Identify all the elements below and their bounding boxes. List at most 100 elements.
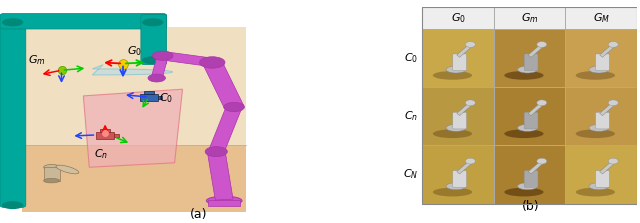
Polygon shape — [203, 61, 244, 109]
Ellipse shape — [537, 100, 547, 106]
Ellipse shape — [589, 183, 609, 190]
Polygon shape — [457, 103, 471, 116]
Ellipse shape — [537, 158, 547, 164]
Polygon shape — [22, 27, 246, 145]
Text: $G_0$: $G_0$ — [451, 11, 466, 25]
Ellipse shape — [576, 188, 615, 196]
Text: (a): (a) — [189, 208, 207, 221]
Polygon shape — [528, 162, 543, 174]
Polygon shape — [207, 151, 233, 200]
FancyBboxPatch shape — [452, 54, 467, 71]
Ellipse shape — [504, 129, 543, 138]
Ellipse shape — [224, 102, 244, 112]
Ellipse shape — [446, 66, 466, 73]
Ellipse shape — [433, 129, 472, 138]
Bar — [422, 145, 494, 204]
Text: $G_M$: $G_M$ — [593, 11, 610, 25]
FancyBboxPatch shape — [524, 54, 538, 71]
Ellipse shape — [504, 188, 543, 196]
Polygon shape — [457, 45, 471, 57]
Ellipse shape — [518, 183, 538, 190]
Bar — [97, 132, 114, 139]
Ellipse shape — [433, 71, 472, 80]
Ellipse shape — [200, 57, 225, 68]
Ellipse shape — [576, 71, 615, 80]
Ellipse shape — [465, 41, 476, 47]
Ellipse shape — [608, 100, 618, 106]
Bar — [565, 87, 637, 145]
Text: $C_0$: $C_0$ — [404, 51, 418, 65]
Polygon shape — [600, 103, 614, 116]
Ellipse shape — [152, 51, 173, 60]
FancyBboxPatch shape — [596, 54, 609, 71]
Polygon shape — [600, 45, 614, 57]
FancyBboxPatch shape — [141, 14, 166, 65]
Bar — [114, 134, 118, 137]
Ellipse shape — [518, 66, 538, 73]
Ellipse shape — [446, 124, 466, 131]
FancyBboxPatch shape — [0, 16, 26, 207]
FancyBboxPatch shape — [452, 112, 467, 129]
Ellipse shape — [518, 124, 538, 131]
Ellipse shape — [537, 41, 547, 47]
Ellipse shape — [56, 165, 79, 174]
Text: $G_m$: $G_m$ — [28, 53, 45, 67]
Polygon shape — [83, 89, 182, 167]
Bar — [422, 87, 494, 145]
Polygon shape — [22, 145, 246, 212]
FancyBboxPatch shape — [596, 171, 609, 187]
Ellipse shape — [44, 178, 60, 183]
Polygon shape — [209, 106, 242, 153]
Polygon shape — [528, 45, 543, 57]
Ellipse shape — [589, 66, 609, 73]
Ellipse shape — [608, 158, 618, 164]
Bar — [157, 96, 163, 99]
Ellipse shape — [589, 124, 609, 131]
Polygon shape — [457, 162, 471, 174]
Bar — [144, 91, 154, 94]
Polygon shape — [528, 103, 543, 116]
Ellipse shape — [608, 41, 618, 47]
Ellipse shape — [206, 196, 242, 205]
Ellipse shape — [2, 18, 24, 26]
Ellipse shape — [205, 147, 227, 157]
Ellipse shape — [465, 158, 476, 164]
Bar — [494, 87, 565, 145]
Bar — [422, 29, 494, 87]
Text: $C_n$: $C_n$ — [94, 147, 108, 161]
FancyBboxPatch shape — [524, 112, 538, 129]
Ellipse shape — [142, 18, 163, 26]
FancyBboxPatch shape — [596, 112, 609, 129]
Ellipse shape — [504, 71, 543, 80]
Ellipse shape — [465, 100, 476, 106]
Ellipse shape — [142, 56, 163, 64]
Bar — [44, 167, 60, 181]
Text: $C_0$: $C_0$ — [159, 91, 173, 105]
Bar — [100, 129, 110, 132]
FancyBboxPatch shape — [0, 13, 166, 29]
Ellipse shape — [433, 188, 472, 196]
Bar — [422, 7, 637, 29]
Ellipse shape — [576, 129, 615, 138]
Ellipse shape — [2, 201, 24, 209]
FancyBboxPatch shape — [524, 171, 538, 187]
Bar — [140, 94, 157, 101]
Text: $G_0$: $G_0$ — [127, 44, 142, 58]
Ellipse shape — [446, 183, 466, 190]
Polygon shape — [92, 65, 173, 75]
FancyBboxPatch shape — [452, 171, 467, 187]
Ellipse shape — [148, 74, 166, 82]
Text: $G_m$: $G_m$ — [521, 11, 538, 25]
Bar — [494, 145, 565, 204]
Bar — [565, 145, 637, 204]
Text: (b): (b) — [522, 200, 539, 213]
Bar — [494, 29, 565, 87]
Text: $C_n$: $C_n$ — [404, 109, 418, 123]
Polygon shape — [151, 55, 168, 78]
Polygon shape — [161, 52, 214, 66]
Text: $C_N$: $C_N$ — [403, 168, 419, 182]
Bar — [565, 29, 637, 87]
Polygon shape — [600, 162, 614, 174]
Ellipse shape — [44, 165, 60, 170]
Bar — [208, 200, 240, 206]
